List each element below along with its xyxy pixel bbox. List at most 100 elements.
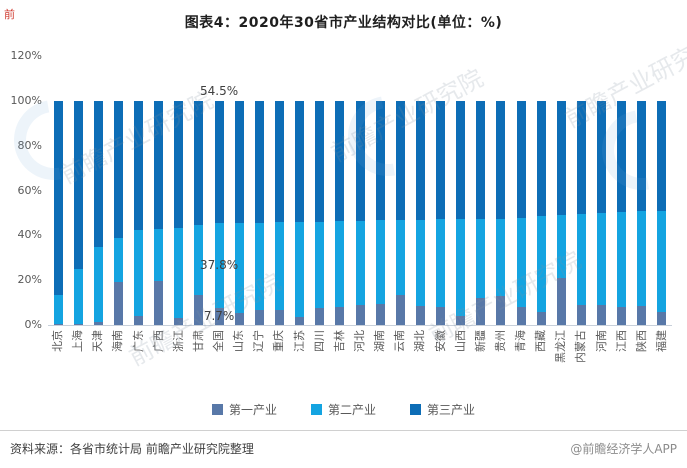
bar-segment-第三产业	[516, 101, 526, 218]
bar-segment-第三产业	[295, 101, 305, 222]
legend-label-tertiary: 第三产业	[427, 403, 476, 417]
bar-segment-第一产业	[134, 316, 144, 325]
bar-segment-第三产业	[415, 101, 425, 220]
bar-四川	[315, 101, 325, 325]
footer-divider	[0, 430, 687, 431]
x-axis-label-江苏: 江苏	[292, 330, 306, 352]
bar-segment-第一产业	[395, 294, 405, 325]
bar-segment-第二产业	[53, 295, 63, 325]
x-axis-label-山西: 山西	[453, 330, 467, 352]
bar-新疆	[476, 101, 486, 325]
legend-label-primary: 第一产业	[228, 403, 277, 417]
bar-segment-第一产业	[576, 304, 586, 325]
bar-segment-第一产业	[335, 307, 345, 325]
bar-北京	[53, 101, 63, 325]
bar-segment-第一产业	[456, 316, 466, 325]
bar-segment-第一产业	[476, 298, 486, 325]
bar-segment-第二产业	[93, 246, 103, 322]
bar-segment-第三产业	[274, 101, 284, 222]
legend-item-tertiary: 第三产业	[410, 401, 475, 418]
legend: 第一产业 第二产业 第三产业	[0, 401, 687, 418]
x-axis-label-湖南: 湖南	[373, 330, 387, 352]
bar-segment-第二产业	[134, 229, 144, 317]
bar-segment-第二产业	[516, 217, 526, 308]
x-axis-label-全国: 全国	[212, 330, 226, 352]
x-axis-label-青海: 青海	[514, 330, 528, 352]
y-axis-tick: 40%	[17, 228, 42, 242]
bar-湖南	[375, 101, 385, 325]
bar-安徽	[436, 101, 446, 325]
bar-湖北	[415, 101, 425, 325]
bar-segment-第三产业	[657, 101, 667, 211]
bar-segment-第三产业	[436, 101, 446, 220]
bar-segment-第一产业	[597, 304, 607, 325]
bar-segment-第二产业	[73, 269, 83, 325]
bar-segment-第三产业	[194, 101, 204, 225]
bar-segment-第二产业	[536, 216, 546, 312]
bar-segment-第三产业	[617, 101, 627, 212]
bar-segment-第二产业	[395, 219, 405, 295]
bar-segment-第二产业	[476, 219, 486, 299]
data-label-第三产业: 54.5%	[200, 84, 239, 98]
bar-内蒙古	[576, 101, 586, 325]
y-axis-tick: 60%	[17, 183, 42, 197]
bar-segment-第一产业	[315, 308, 325, 325]
bar-重庆	[274, 101, 284, 325]
x-axis-label-安徽: 安徽	[433, 330, 447, 352]
bar-segment-第二产业	[597, 213, 607, 305]
bar-segment-第一产业	[154, 281, 164, 325]
bar-福建	[657, 101, 667, 325]
x-axis-label-福建: 福建	[654, 330, 668, 352]
bar-segment-第三产业	[234, 101, 244, 223]
x-axis-label-重庆: 重庆	[272, 330, 286, 352]
legend-label-secondary: 第二产业	[327, 403, 376, 417]
bar-黑龙江	[556, 101, 566, 325]
bar-甘肃	[194, 101, 204, 325]
bar-segment-第二产业	[214, 223, 224, 308]
x-axis-label-辽宁: 辽宁	[252, 330, 266, 352]
bar-segment-第二产业	[375, 220, 385, 304]
bar-segment-第一产业	[113, 282, 123, 325]
bar-segment-第二产业	[415, 219, 425, 306]
bar-segment-第二产业	[113, 237, 123, 283]
footer: 资料来源：各省市统计局 前瞻产业研究院整理 @前瞻经济学人APP	[10, 440, 677, 457]
x-axis-label-贵州: 贵州	[493, 330, 507, 352]
footer-brand-text: @前瞻经济学人APP	[570, 442, 677, 456]
legend-swatch-tertiary-icon	[410, 404, 421, 415]
bar-segment-第三产业	[113, 101, 123, 238]
bar-segment-第三产业	[174, 101, 184, 228]
bar-segment-第二产业	[637, 210, 647, 306]
legend-item-primary: 第一产业	[211, 401, 277, 418]
y-axis-tick: 20%	[17, 273, 42, 287]
bar-segment-第二产业	[315, 221, 325, 309]
bar-segment-第三产业	[456, 101, 466, 220]
bar-segment-第三产业	[395, 101, 405, 220]
bar-江苏	[295, 101, 305, 325]
bar-segment-第二产业	[617, 211, 627, 308]
bar-吉林	[335, 101, 345, 325]
bar-河南	[597, 101, 607, 325]
x-axis-label-海南: 海南	[111, 330, 125, 352]
bar-segment-第一产业	[617, 307, 627, 325]
data-label-第二产业: 37.8%	[200, 258, 239, 273]
bar-segment-第三产业	[536, 101, 546, 217]
bar-segment-第三产业	[476, 101, 486, 220]
bar-陕西	[637, 101, 647, 325]
bar-贵州	[496, 101, 506, 325]
bar-segment-第二产业	[295, 221, 305, 318]
bar-segment-第三产业	[355, 101, 365, 221]
x-axis-label-浙江: 浙江	[171, 330, 185, 352]
bar-segment-第三产业	[576, 101, 586, 215]
bar-segment-第一产业	[436, 307, 446, 325]
bar-segment-第一产业	[355, 304, 365, 325]
bar-segment-第二产业	[194, 224, 204, 296]
bar-segment-第三产业	[154, 101, 164, 229]
x-axis-label-湖北: 湖北	[413, 330, 427, 352]
x-axis-label-上海: 上海	[71, 330, 85, 352]
bar-segment-第一产业	[496, 295, 506, 325]
bar-segment-第二产业	[576, 214, 586, 305]
x-axis-label-新疆: 新疆	[473, 330, 487, 352]
x-axis-label-甘肃: 甘肃	[191, 330, 205, 352]
x-axis-label-山东: 山东	[232, 330, 246, 352]
bar-segment-第二产业	[355, 220, 365, 305]
